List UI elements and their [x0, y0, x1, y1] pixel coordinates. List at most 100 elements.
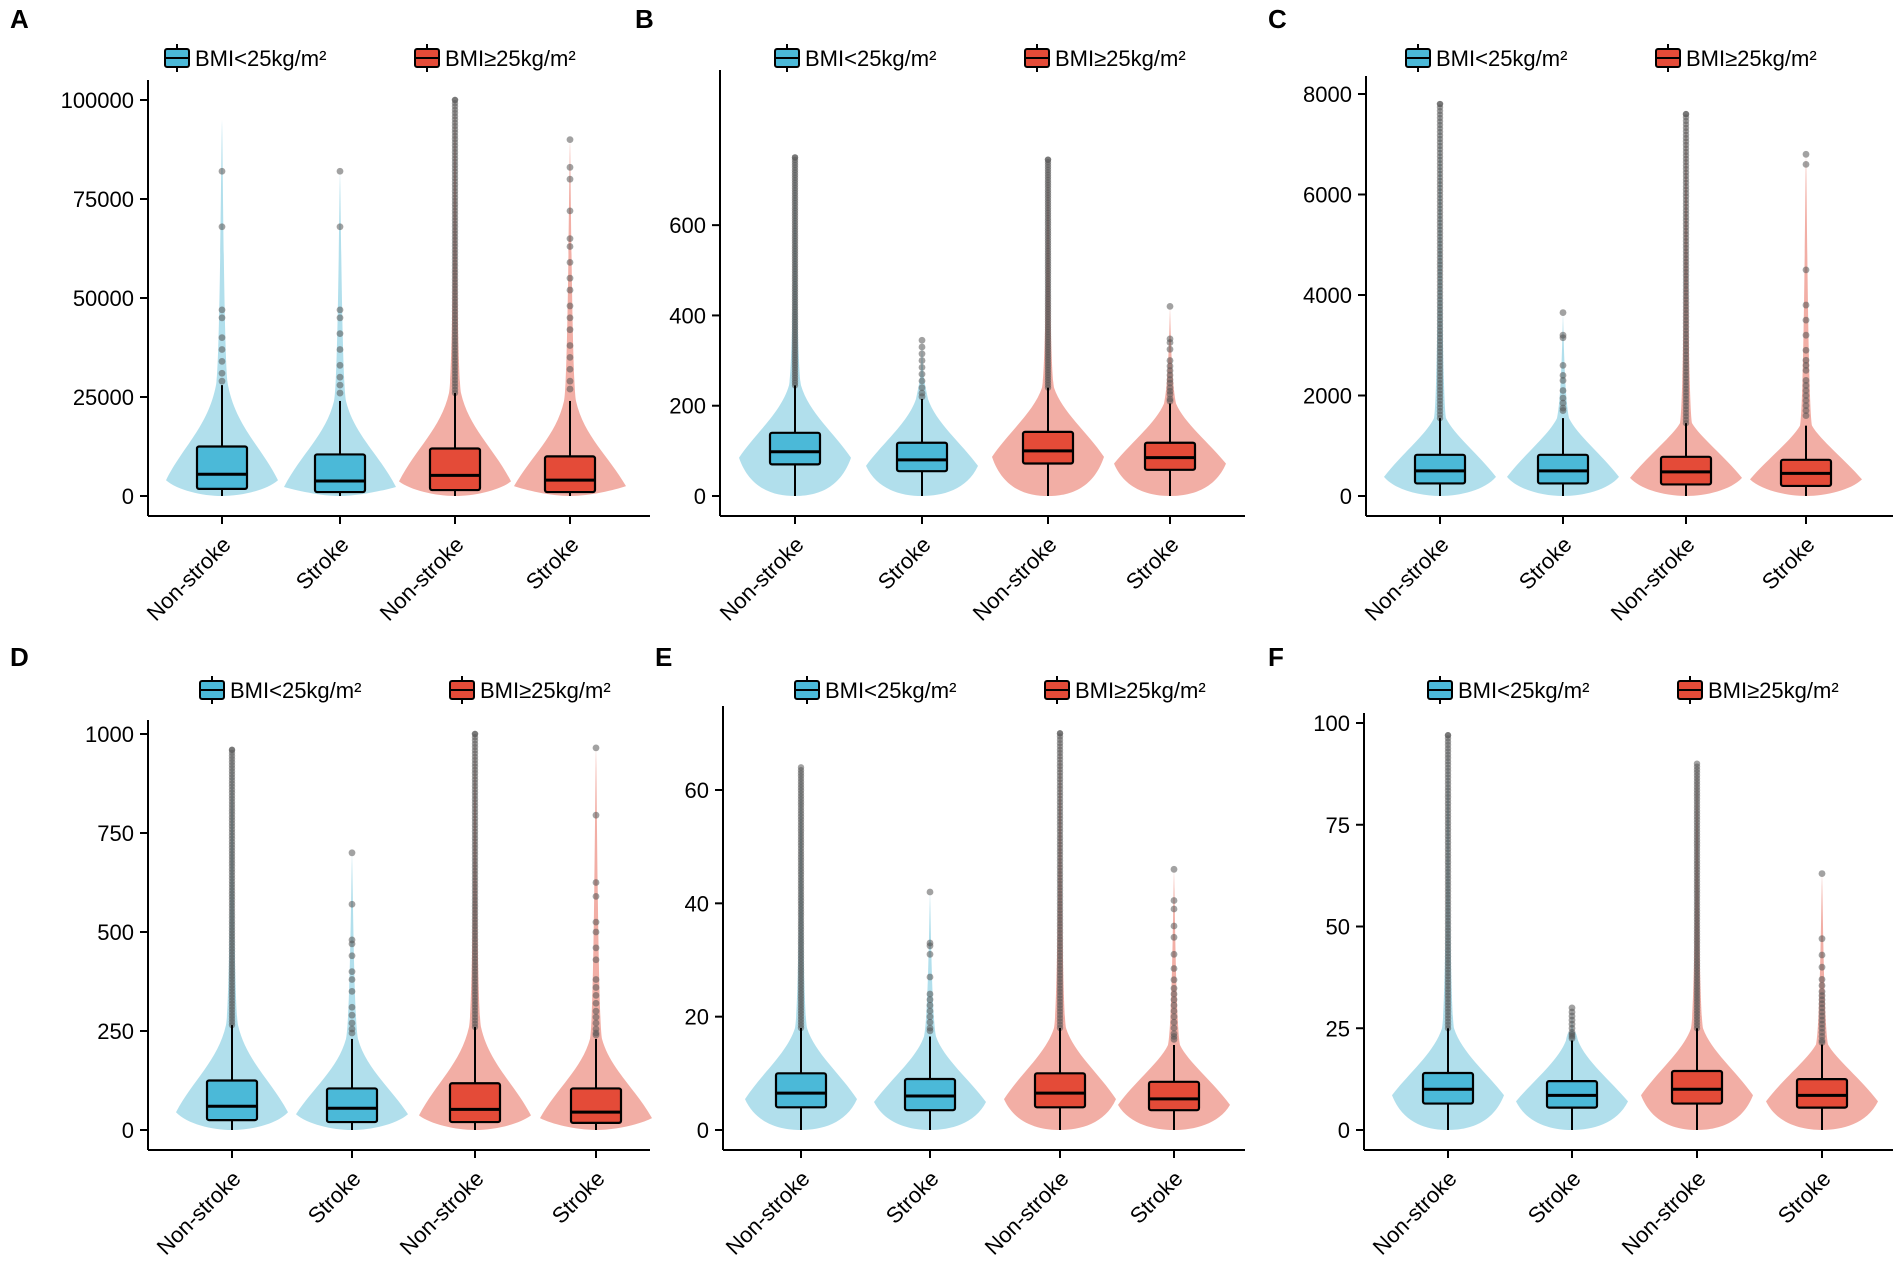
box: [1413, 453, 1467, 485]
outlier-point: [1693, 760, 1701, 767]
panel-F: F BMI<25kg/m² BMI≥25kg/m² 0 25 50 75 100 Non-str…: [1268, 642, 1893, 1260]
x-tick-label: Stroke: [521, 532, 584, 595]
outlier-point: [336, 314, 344, 322]
y-tick-label: 0: [1338, 1118, 1350, 1143]
group-4: Stroke: [540, 744, 652, 1229]
y-tick-label: 2000: [1303, 384, 1352, 409]
outlier-point: [348, 988, 356, 995]
legend-label-high: BMI≥25kg/m²: [1686, 46, 1817, 71]
y-tick-label: 500: [97, 920, 134, 945]
y-tick-label: 25: [1326, 1016, 1350, 1041]
outlier-point: [592, 879, 600, 886]
x-tick-label: Non-stroke: [721, 1166, 815, 1260]
outlier-point: [592, 991, 600, 999]
y-tick-label: 25000: [73, 385, 134, 410]
outlier-point: [1802, 150, 1810, 158]
box: [313, 453, 367, 494]
outlier-point: [218, 223, 226, 231]
group-1: Non-stroke: [152, 746, 288, 1260]
outlier-point: [566, 365, 574, 373]
x-tick-label: Stroke: [1523, 1166, 1586, 1229]
outlier-point: [1166, 357, 1174, 364]
outlier-point: [566, 274, 574, 282]
y-tick-label: 50: [1326, 915, 1350, 940]
outlier-point: [1802, 160, 1810, 168]
legend-label-high: BMI≥25kg/m²: [1055, 46, 1186, 71]
x-tick-label: Stroke: [1514, 532, 1577, 595]
outlier-point: [592, 976, 600, 983]
group-4: Stroke: [1766, 870, 1878, 1229]
outlier-point: [348, 976, 356, 983]
outlier-point: [1802, 402, 1810, 409]
group-2: Stroke: [1516, 1004, 1628, 1229]
outlier-point: [566, 175, 574, 183]
outlier-point: [1802, 382, 1810, 389]
outlier-point: [1818, 982, 1826, 989]
y-tick-label: 100: [1313, 711, 1350, 736]
box: [1021, 430, 1075, 465]
outlier-point: [1170, 990, 1178, 998]
outlier-point: [926, 1013, 934, 1021]
x-tick-label: Non-stroke: [142, 532, 236, 626]
outlier-point: [566, 377, 574, 385]
outlier-point: [566, 302, 574, 310]
outlier-point: [566, 354, 574, 361]
x-tick-label: Non-stroke: [1606, 532, 1700, 626]
outlier-point: [1166, 397, 1174, 405]
outlier-point: [1802, 366, 1810, 374]
outlier-point: [926, 950, 934, 958]
outlier-point: [348, 1029, 356, 1037]
y-tick-label: 750: [97, 821, 134, 846]
box: [895, 441, 949, 473]
outlier-point: [592, 944, 600, 952]
outlier-point: [1170, 1007, 1178, 1015]
outlier-point: [1170, 984, 1178, 992]
outlier-point: [566, 243, 574, 250]
y-tick-label: 6000: [1303, 183, 1352, 208]
x-tick-label: Non-stroke: [715, 532, 809, 626]
outlier-point: [218, 167, 226, 175]
outlier-point: [1170, 905, 1178, 913]
group-3: Non-stroke: [980, 730, 1116, 1260]
panel-D: D BMI<25kg/m² BMI≥25kg/m² 0 250 500 750 1000 Non…: [10, 642, 652, 1260]
y-tick-label: 0: [122, 484, 134, 509]
panel-letter: B: [635, 4, 654, 34]
outlier-point: [1559, 399, 1567, 407]
y-tick-label: 0: [697, 1118, 709, 1143]
x-tick-label: Stroke: [1757, 532, 1820, 595]
outlier-point: [218, 346, 226, 353]
panel-letter: E: [655, 642, 672, 672]
outlier-point: [1818, 870, 1826, 877]
outlier-point: [592, 918, 600, 926]
y-tick-label: 250: [97, 1019, 134, 1044]
y-tick-label: 50000: [73, 286, 134, 311]
outlier-point: [336, 306, 344, 314]
group-2: Stroke: [296, 849, 408, 1229]
outlier-point: [471, 730, 479, 738]
outlier-point: [1802, 407, 1810, 414]
box: [195, 445, 249, 490]
outlier-point: [1818, 1039, 1826, 1046]
outlier-point: [218, 334, 226, 341]
group-2: Stroke: [874, 888, 986, 1229]
outlier-point: [566, 235, 574, 243]
legend-label-high: BMI≥25kg/m²: [1708, 678, 1839, 703]
outlier-point: [228, 746, 236, 754]
outlier-point: [1170, 865, 1178, 873]
box: [448, 1082, 502, 1124]
outlier-point: [592, 1019, 600, 1027]
outlier-point: [1559, 361, 1567, 369]
outlier-point: [566, 385, 574, 393]
outlier-point: [1802, 301, 1810, 309]
x-tick-label: Non-stroke: [1368, 1166, 1462, 1260]
outlier-point: [592, 892, 600, 900]
group-3: Non-stroke: [1617, 760, 1753, 1260]
outlier-point: [926, 1018, 934, 1026]
outlier-point: [1802, 356, 1810, 364]
y-tick-label: 400: [669, 303, 706, 328]
outlier-point: [336, 223, 344, 231]
box: [205, 1079, 259, 1122]
outlier-point: [918, 363, 926, 371]
outlier-point: [1802, 397, 1810, 404]
